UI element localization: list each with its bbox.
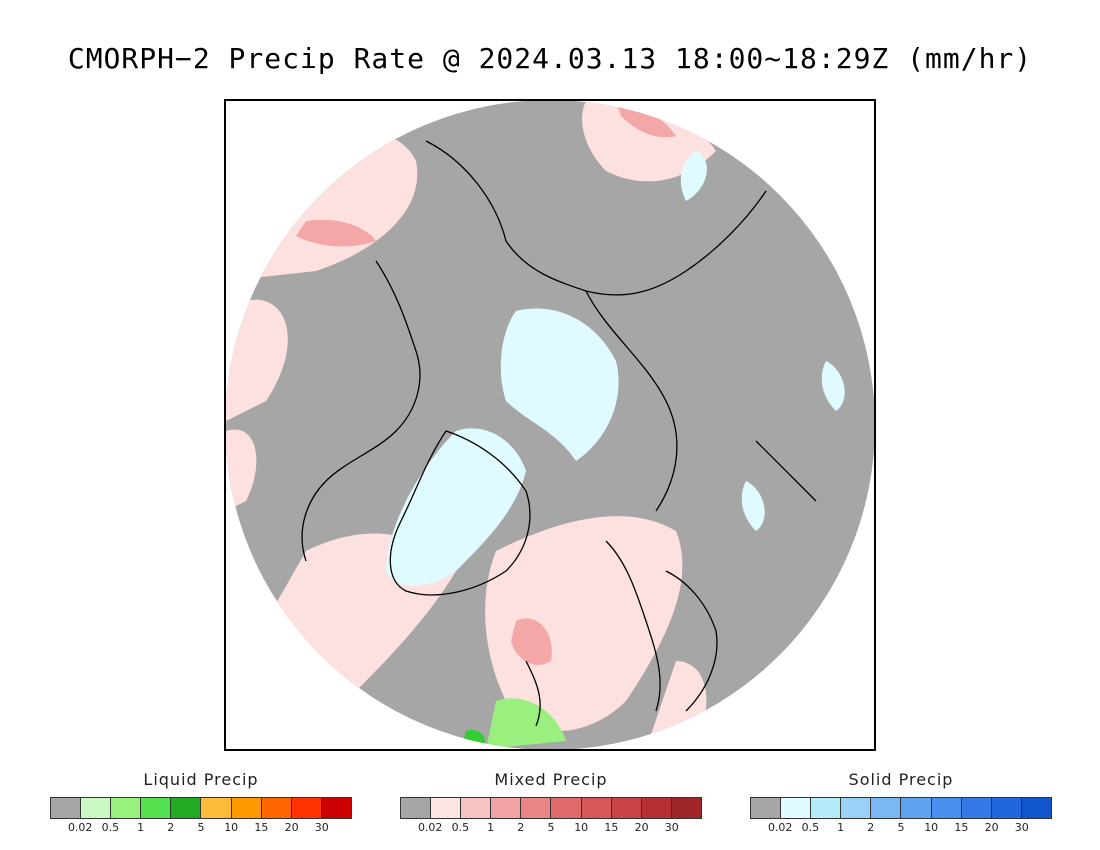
legend-tick-label: 1 — [137, 821, 145, 834]
legend-swatch — [841, 798, 872, 818]
legend-tick-label: 2 — [517, 821, 525, 834]
legend-tick-label: 0.5 — [801, 821, 820, 834]
legend-swatch — [51, 798, 82, 818]
legend-swatch — [641, 798, 672, 818]
legend-swatch — [991, 798, 1022, 818]
legend-swatch — [321, 798, 351, 818]
legend-tick-label: 0.02 — [67, 821, 93, 834]
legend-swatch — [611, 798, 642, 818]
legend-tick-label: 0.02 — [417, 821, 443, 834]
legend-tick-label: 0.02 — [767, 821, 793, 834]
legend-swatch — [111, 798, 142, 818]
legend-swatch — [781, 798, 812, 818]
legend-swatch — [491, 798, 522, 818]
legend-swatch — [581, 798, 612, 818]
legend-swatch — [291, 798, 322, 818]
legend-title: Mixed Precip — [494, 770, 608, 789]
legend-swatch — [671, 798, 701, 818]
legend-tick-label: 10 — [224, 821, 239, 834]
legend-swatch — [81, 798, 112, 818]
legend-tick-label: 30 — [1014, 821, 1029, 834]
legend-colorbar — [400, 797, 702, 819]
legend-title: Solid Precip — [848, 770, 954, 789]
legend-tick-label: 30 — [314, 821, 329, 834]
solid-precip-area — [741, 481, 765, 531]
legend-tick-label: 10 — [574, 821, 589, 834]
legend-swatch — [431, 798, 462, 818]
legend-swatch — [171, 798, 202, 818]
legend-title: Liquid Precip — [143, 770, 259, 789]
legend-tick-label: 1 — [487, 821, 495, 834]
legend-liquid: Liquid Precip 0.02 0.5 1 2 5 10 15 20 30 — [50, 770, 352, 835]
legend-tick-label: 30 — [664, 821, 679, 834]
legend-tick-label: 10 — [924, 821, 939, 834]
legend-swatch — [231, 798, 262, 818]
legend-tick-label: 15 — [254, 821, 269, 834]
legend-tick-label: 15 — [604, 821, 619, 834]
legend-tick-label: 5 — [897, 821, 905, 834]
legend-swatch — [551, 798, 582, 818]
coastlines — [301, 140, 837, 727]
legend-swatch — [261, 798, 292, 818]
legend-tick-label: 5 — [197, 821, 205, 834]
legend-swatch — [811, 798, 842, 818]
map-title: CMORPH−2 Precip Rate @ 2024.03.13 18:00~… — [67, 42, 1033, 75]
legend-swatch — [141, 798, 172, 818]
legend-tick-label: 20 — [284, 821, 299, 834]
legend-swatch — [401, 798, 432, 818]
map-frame — [224, 99, 876, 751]
legend-swatch — [521, 798, 552, 818]
legend-swatch — [871, 798, 902, 818]
legend-tick-label: 20 — [634, 821, 649, 834]
mixed-precip-area — [226, 299, 288, 421]
mixed-precip-area — [582, 101, 716, 182]
legend-tick-label: 15 — [954, 821, 969, 834]
legend-swatch — [751, 798, 782, 818]
solid-precip-area — [386, 428, 526, 586]
mixed-precip-heavy-area — [511, 618, 552, 665]
solid-precip-area — [821, 361, 845, 411]
legend-tick-label: 1 — [837, 821, 845, 834]
legend-ticks: 0.02 0.5 1 2 5 10 15 20 30 — [750, 819, 1052, 835]
polar-precip-map — [226, 101, 874, 749]
legend-swatch — [461, 798, 492, 818]
legend-ticks: 0.02 0.5 1 2 5 10 15 20 30 — [50, 819, 352, 835]
legend-swatch — [931, 798, 962, 818]
legend-colorbar — [50, 797, 352, 819]
mixed-precip-area — [485, 516, 683, 731]
solid-precip-area — [680, 151, 707, 201]
legend-swatch — [1021, 798, 1051, 818]
legend-colorbar — [750, 797, 1052, 819]
liquid-precip-area — [486, 698, 566, 749]
legend-tick-label: 2 — [167, 821, 175, 834]
solid-precip-area — [500, 308, 619, 461]
legend-swatch — [901, 798, 932, 818]
legend-swatch — [961, 798, 992, 818]
legend-tick-label: 2 — [867, 821, 875, 834]
legend-ticks: 0.02 0.5 1 2 5 10 15 20 30 — [400, 819, 702, 835]
legend-mixed: Mixed Precip 0.02 0.5 1 2 5 10 15 20 30 — [400, 770, 702, 835]
legend-tick-label: 0.5 — [451, 821, 470, 834]
mixed-precip-heavy-area — [296, 219, 376, 247]
legend-tick-label: 0.5 — [101, 821, 120, 834]
legend-swatch — [201, 798, 232, 818]
legend-tick-label: 5 — [547, 821, 555, 834]
legend-tick-label: 20 — [984, 821, 999, 834]
legend-solid: Solid Precip 0.02 0.5 1 2 5 10 15 20 30 — [750, 770, 1052, 835]
mixed-precip-area — [226, 429, 257, 511]
